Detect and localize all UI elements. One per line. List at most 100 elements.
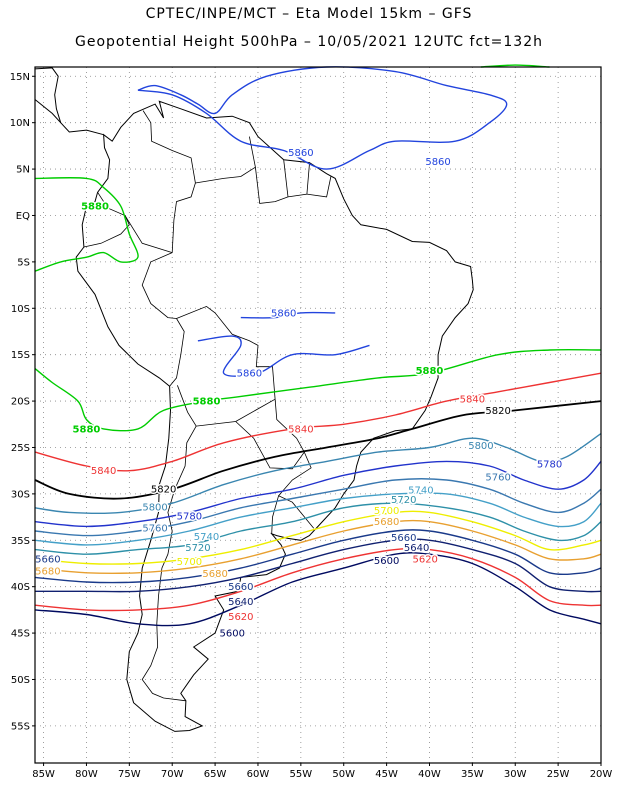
contour-label-5860: 5860 bbox=[237, 369, 262, 380]
country-border bbox=[255, 164, 310, 204]
contour-5780 bbox=[34, 460, 602, 528]
contour-label-5860: 5860 bbox=[271, 308, 296, 319]
lat-tick-label: 5S bbox=[17, 257, 30, 268]
lon-tick-label: 85W bbox=[32, 769, 55, 780]
contour-label-5860: 5860 bbox=[425, 157, 450, 168]
axis-ticks: 15N 10N 5N EQ 5S 10S 15S 20S 25S 30S 35S 40S 45S 50S 5… bbox=[10, 72, 613, 780]
contour-5860 bbox=[240, 311, 336, 319]
central-america-coastline bbox=[34, 99, 104, 136]
lat-tick-label: 10N bbox=[10, 118, 30, 129]
contour-label-5880: 5880 bbox=[73, 424, 101, 435]
lon-tick-label: 50W bbox=[332, 769, 355, 780]
lon-tick-label: 35W bbox=[461, 769, 484, 780]
lon-tick-label: 60W bbox=[247, 769, 270, 780]
contour-5880 bbox=[34, 176, 139, 272]
contour-label-5680: 5680 bbox=[202, 569, 227, 580]
height-contours bbox=[34, 64, 602, 627]
country-border bbox=[83, 192, 130, 248]
lon-tick-label: 70W bbox=[161, 769, 184, 780]
country-border bbox=[169, 318, 185, 387]
country-border bbox=[141, 252, 177, 319]
lat-tick-label: 20S bbox=[11, 397, 30, 408]
contour-label-5600: 5600 bbox=[220, 629, 245, 640]
lon-tick-label: 65W bbox=[204, 769, 227, 780]
contour-label-5780: 5780 bbox=[537, 460, 562, 471]
central-america-coastline bbox=[34, 67, 62, 123]
lat-tick-label: 25S bbox=[11, 443, 30, 454]
contour-5760 bbox=[34, 478, 602, 537]
lat-tick-label: 50S bbox=[11, 675, 30, 686]
contour-label-5820: 5820 bbox=[151, 485, 176, 496]
lat-tick-label: 40S bbox=[11, 582, 30, 593]
lat-tick-label: 5N bbox=[16, 165, 30, 176]
contour-5600 bbox=[34, 552, 602, 627]
lon-tick-label: 75W bbox=[118, 769, 141, 780]
lon-tick-label: 40W bbox=[418, 769, 441, 780]
contour-label-5600: 5600 bbox=[374, 556, 399, 567]
map-frame bbox=[34, 66, 602, 764]
country-border bbox=[271, 495, 279, 534]
contour-label-5620: 5620 bbox=[412, 554, 437, 565]
contour-label-5760: 5760 bbox=[142, 524, 167, 535]
contour-label-5760: 5760 bbox=[485, 473, 510, 484]
contour-label-5840: 5840 bbox=[460, 395, 485, 406]
contour-5660 bbox=[34, 529, 602, 584]
contour-5700 bbox=[34, 510, 602, 565]
lat-tick-label: 30S bbox=[11, 489, 30, 500]
contour-5860 bbox=[197, 335, 370, 377]
contour-5840 bbox=[34, 372, 602, 472]
contour-5620 bbox=[34, 547, 602, 612]
lat-lon-grid bbox=[35, 67, 602, 763]
country-border bbox=[195, 136, 256, 184]
contour-label-5680: 5680 bbox=[374, 517, 399, 528]
contour-label-5680: 5680 bbox=[35, 566, 60, 577]
chart-title-line-2: Geopotential Height 500hPa – 10/05/2021 … bbox=[75, 34, 543, 50]
chart-title-line-1: CPTEC/INPE/MCT – Eta Model 15km – GFS bbox=[145, 6, 473, 22]
contour-label-5720: 5720 bbox=[391, 495, 416, 506]
contour-label-5740: 5740 bbox=[194, 532, 219, 543]
lon-tick-label: 30W bbox=[504, 769, 527, 780]
country-border bbox=[124, 215, 173, 253]
lon-tick-label: 55W bbox=[290, 769, 313, 780]
contour-label-5660: 5660 bbox=[228, 582, 253, 593]
contour-label-5780: 5780 bbox=[177, 512, 202, 523]
lat-tick-label: 15S bbox=[11, 350, 30, 361]
contour-5720 bbox=[34, 502, 602, 555]
country-border bbox=[283, 159, 289, 197]
lon-tick-label: 20W bbox=[590, 769, 613, 780]
contour-5820 bbox=[34, 400, 602, 500]
country-border bbox=[142, 110, 196, 253]
contour-5680 bbox=[34, 519, 602, 575]
contour-label-5700: 5700 bbox=[374, 506, 399, 517]
contour-label-5800: 5800 bbox=[142, 502, 167, 513]
lat-tick-label: 55S bbox=[11, 721, 30, 732]
contour-5800 bbox=[34, 433, 602, 515]
contour-label-5660: 5660 bbox=[35, 554, 60, 565]
country-border bbox=[306, 176, 332, 198]
contour-label-5700: 5700 bbox=[177, 557, 202, 568]
contour-label-5640: 5640 bbox=[404, 543, 429, 554]
country-border bbox=[141, 425, 197, 702]
contour-label-5860: 5860 bbox=[288, 148, 313, 159]
south-america-coastline bbox=[75, 100, 474, 732]
contour-labels: 5880 5880 5880 5880 5860 5860 5860 5860 5840 5840… bbox=[34, 146, 564, 641]
contour-5640 bbox=[34, 538, 602, 593]
contour-5880 bbox=[34, 348, 602, 432]
contour-label-5640: 5640 bbox=[228, 597, 253, 608]
contour-label-5740: 5740 bbox=[408, 486, 433, 497]
contour-label-5800: 5800 bbox=[468, 441, 493, 452]
contour-label-5880: 5880 bbox=[81, 202, 109, 213]
country-border bbox=[235, 399, 305, 470]
contour-5860 bbox=[137, 66, 508, 170]
contour-label-5660: 5660 bbox=[391, 533, 416, 544]
lat-tick-label: 15N bbox=[10, 72, 30, 83]
contour-label-5820: 5820 bbox=[485, 406, 510, 417]
lat-tick-label: 35S bbox=[11, 536, 30, 547]
lon-tick-label: 25W bbox=[547, 769, 570, 780]
contour-label-5880: 5880 bbox=[416, 366, 444, 377]
contour-label-5720: 5720 bbox=[185, 543, 210, 554]
lat-tick-label: 45S bbox=[11, 629, 30, 640]
contour-label-5620: 5620 bbox=[228, 612, 253, 623]
lat-tick-label: EQ bbox=[16, 211, 30, 222]
